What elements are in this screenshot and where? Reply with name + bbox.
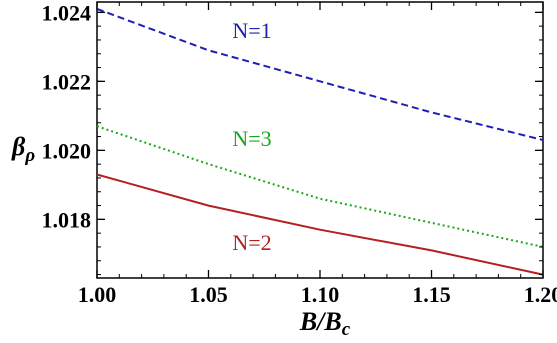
- y-tick-label: 1.020: [42, 138, 92, 163]
- series-line-n2: [96, 173, 544, 276]
- y-tick-label: 1.024: [42, 0, 92, 25]
- series-line-n1: [96, 7, 544, 141]
- series-label-n3: N=3: [232, 126, 271, 151]
- y-axis-title-sub: ρ: [24, 145, 35, 166]
- plot-frame: [96, 1, 544, 279]
- x-axis-title-main: B/B: [299, 307, 342, 336]
- y-tick-label: 1.022: [42, 69, 92, 94]
- ticks-group: [96, 2, 544, 278]
- series-labels-group: N=1 N=3 N=2: [232, 18, 271, 255]
- plot-frame-rect: [96, 1, 544, 279]
- x-axis-title-sub: c: [342, 319, 351, 340]
- tick-labels-group: 1.00 1.05 1.10 1.15 1.20 1.018 1.020 1.022 1.024: [42, 0, 557, 307]
- x-tick-label: 1.10: [301, 282, 340, 307]
- series-label-n2: N=2: [232, 230, 271, 255]
- x-tick-label: 1.20: [524, 282, 557, 307]
- x-tick-label: 1.00: [78, 282, 117, 307]
- x-tick-label: 1.15: [412, 282, 451, 307]
- series-group: [96, 7, 544, 276]
- series-label-n1: N=1: [232, 18, 271, 43]
- x-tick-label: 1.05: [189, 282, 228, 307]
- y-axis-title-main: β: [11, 132, 26, 161]
- y-axis-title: βρ: [11, 132, 35, 166]
- x-axis-title: B/Bc: [299, 307, 351, 340]
- y-tick-label: 1.018: [42, 207, 92, 232]
- series-line-n3: [96, 125, 544, 248]
